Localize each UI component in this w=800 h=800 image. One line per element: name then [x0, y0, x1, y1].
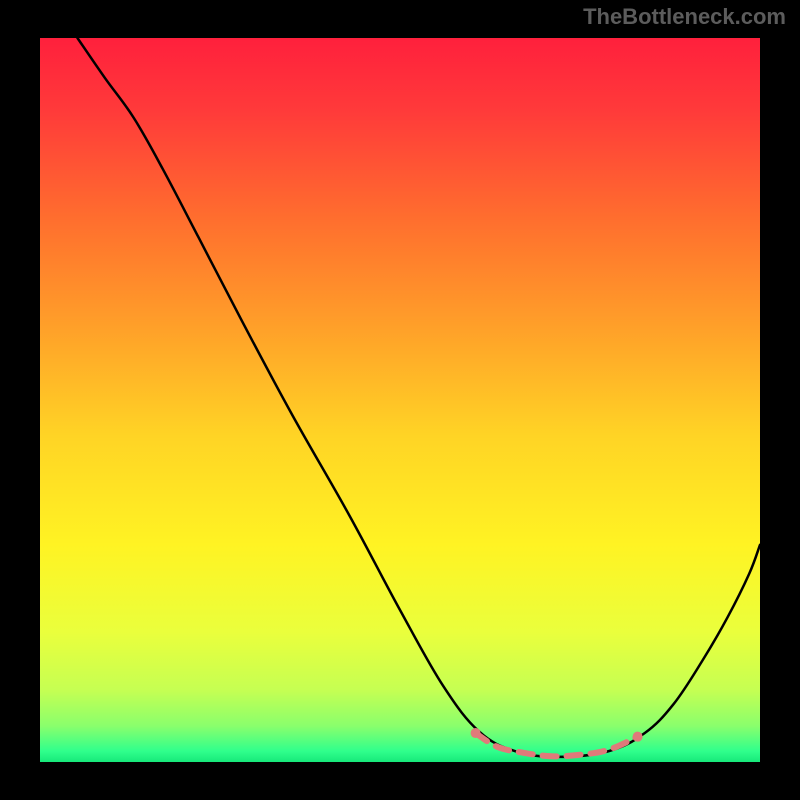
optimal-range-start-marker [471, 728, 481, 738]
chart-container: TheBottleneck.com [0, 0, 800, 800]
watermark-text: TheBottleneck.com [583, 4, 786, 30]
gradient-background [40, 38, 760, 762]
optimal-range-end-marker [633, 732, 643, 742]
bottleneck-chart [0, 0, 800, 800]
